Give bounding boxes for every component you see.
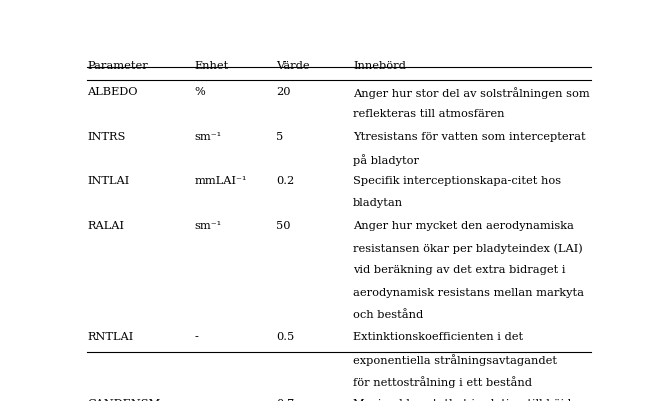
Text: RALAI: RALAI	[88, 220, 125, 230]
Text: och bestånd: och bestånd	[353, 309, 423, 319]
Text: 0.2: 0.2	[277, 176, 295, 186]
Text: vid beräkning av det extra bidraget i: vid beräkning av det extra bidraget i	[353, 265, 565, 275]
Text: 0.5: 0.5	[277, 331, 295, 341]
Text: Anger hur stor del av solstrålningen som: Anger hur stor del av solstrålningen som	[353, 87, 590, 99]
Text: Anger hur mycket den aerodynamiska: Anger hur mycket den aerodynamiska	[353, 220, 574, 230]
Text: INTRS: INTRS	[88, 131, 126, 141]
Text: 20: 20	[277, 87, 291, 97]
Text: Ytresistans för vatten som intercepterat: Ytresistans för vatten som intercepterat	[353, 131, 586, 141]
Text: Innebörd: Innebörd	[353, 61, 406, 71]
Text: för nettostrålning i ett bestånd: för nettostrålning i ett bestånd	[353, 376, 532, 387]
Text: ALBEDO: ALBEDO	[88, 87, 138, 97]
Text: CANDENSM: CANDENSM	[88, 398, 161, 401]
Text: -: -	[195, 331, 198, 341]
Text: Enhet: Enhet	[195, 61, 229, 71]
Text: RNTLAI: RNTLAI	[88, 331, 134, 341]
Text: Specifik interceptionskapa­citet hos: Specifik interceptionskapa­citet hos	[353, 176, 561, 186]
Text: Värde: Värde	[277, 61, 310, 71]
Text: INTLAI: INTLAI	[88, 176, 130, 186]
Text: på bladytor: på bladytor	[353, 154, 419, 165]
Text: Maximal krontathet i relation till höjd: Maximal krontathet i relation till höjd	[353, 398, 571, 401]
Text: Parameter: Parameter	[88, 61, 148, 71]
Text: reflekteras till atmosfären: reflekteras till atmosfären	[353, 109, 505, 119]
Text: exponentiella strålningsavtagandet: exponentiella strålningsavtagandet	[353, 354, 557, 365]
Text: 0.7: 0.7	[277, 398, 295, 401]
Text: bladytan: bladytan	[353, 198, 403, 208]
Text: resistansen ökar per bladyteindex (LAI): resistansen ökar per bladyteindex (LAI)	[353, 242, 583, 253]
Text: Extinktionskoefficienten i det: Extinktionskoefficienten i det	[353, 331, 523, 341]
Text: sm⁻¹: sm⁻¹	[195, 131, 222, 141]
Text: 50: 50	[277, 220, 291, 230]
Text: aerodynamisk resistans mellan markyta: aerodynamisk resistans mellan markyta	[353, 287, 584, 297]
Text: sm⁻¹: sm⁻¹	[195, 220, 222, 230]
Text: -: -	[195, 398, 198, 401]
Text: %: %	[195, 87, 206, 97]
Text: 5: 5	[277, 131, 284, 141]
Text: mmLAI⁻¹: mmLAI⁻¹	[195, 176, 247, 186]
